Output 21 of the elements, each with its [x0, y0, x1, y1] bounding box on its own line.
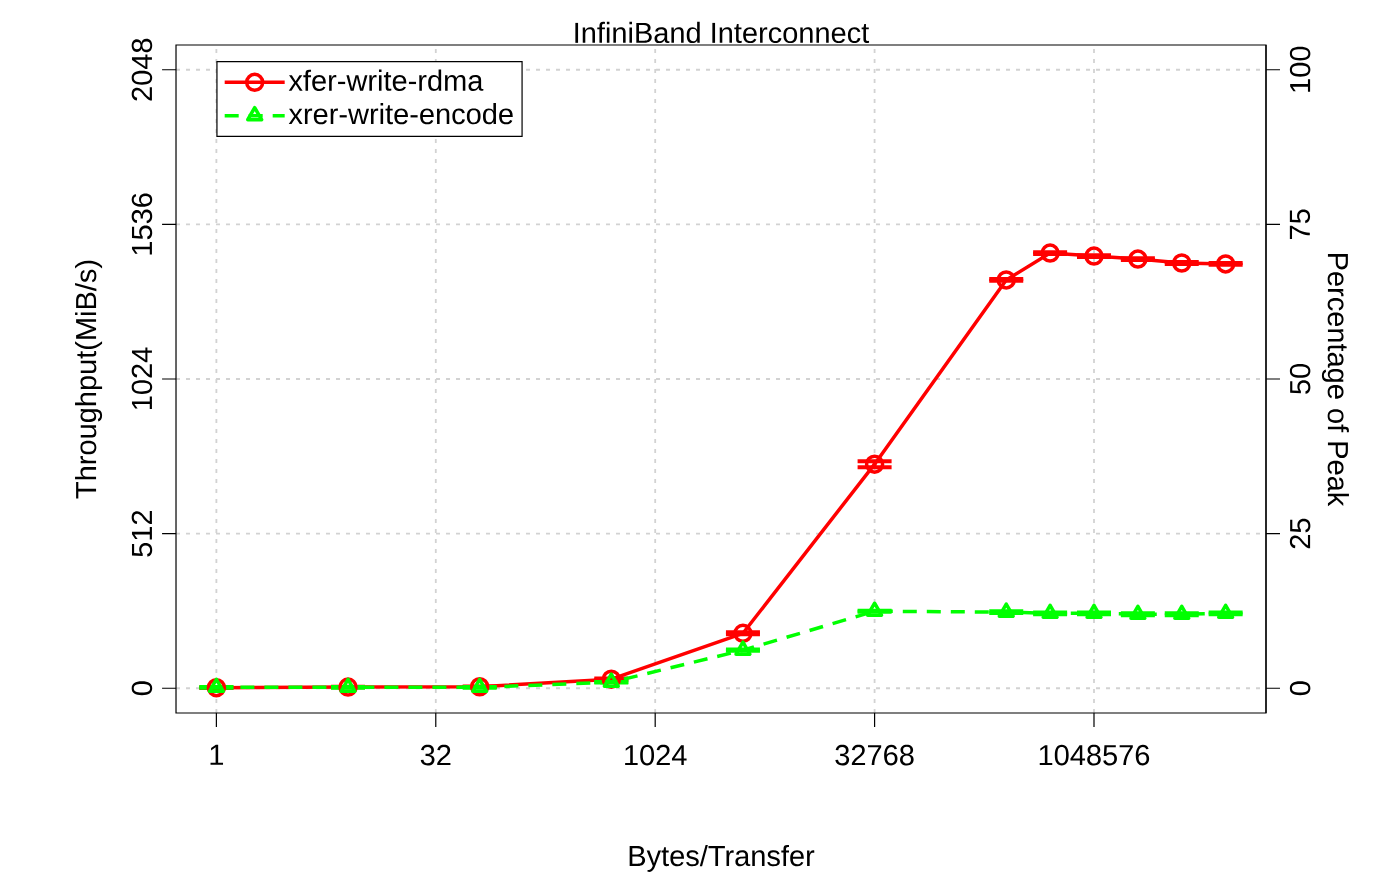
y-axis-title: Throughput(MiB/s) — [75, 260, 103, 499]
y-tick-label: 2048 — [131, 38, 153, 101]
y-tick-label: 0 — [131, 681, 153, 696]
y-tick-label: 1024 — [131, 347, 153, 410]
y2-tick-label: 0 — [1289, 681, 1311, 696]
x-tick-label: 1 — [210, 744, 224, 765]
x-tick-label: 32768 — [835, 744, 914, 766]
y-tick-label: 512 — [131, 510, 153, 557]
x-tick-label: 1048576 — [1039, 744, 1150, 766]
x-axis-title: Bytes/Transfer — [629, 844, 815, 872]
y2-tick-label: 25 — [1289, 518, 1311, 549]
chart-title: InfiniBand Interconnect — [575, 21, 870, 44]
y2-axis-title: Percentage of Peak — [1321, 254, 1349, 507]
y2-tick-label: 50 — [1289, 364, 1311, 394]
y-tick-label: 1536 — [131, 193, 153, 255]
y2-tick-label: 100 — [1289, 46, 1311, 92]
x-tick-label: 32 — [420, 744, 451, 766]
legend-label: xrer-write-encode — [288, 102, 513, 125]
y2-tick-label: 75 — [1289, 209, 1311, 239]
x-tick-label: 1024 — [625, 744, 687, 766]
legend-label: xfer-write-rdma — [288, 69, 484, 91]
